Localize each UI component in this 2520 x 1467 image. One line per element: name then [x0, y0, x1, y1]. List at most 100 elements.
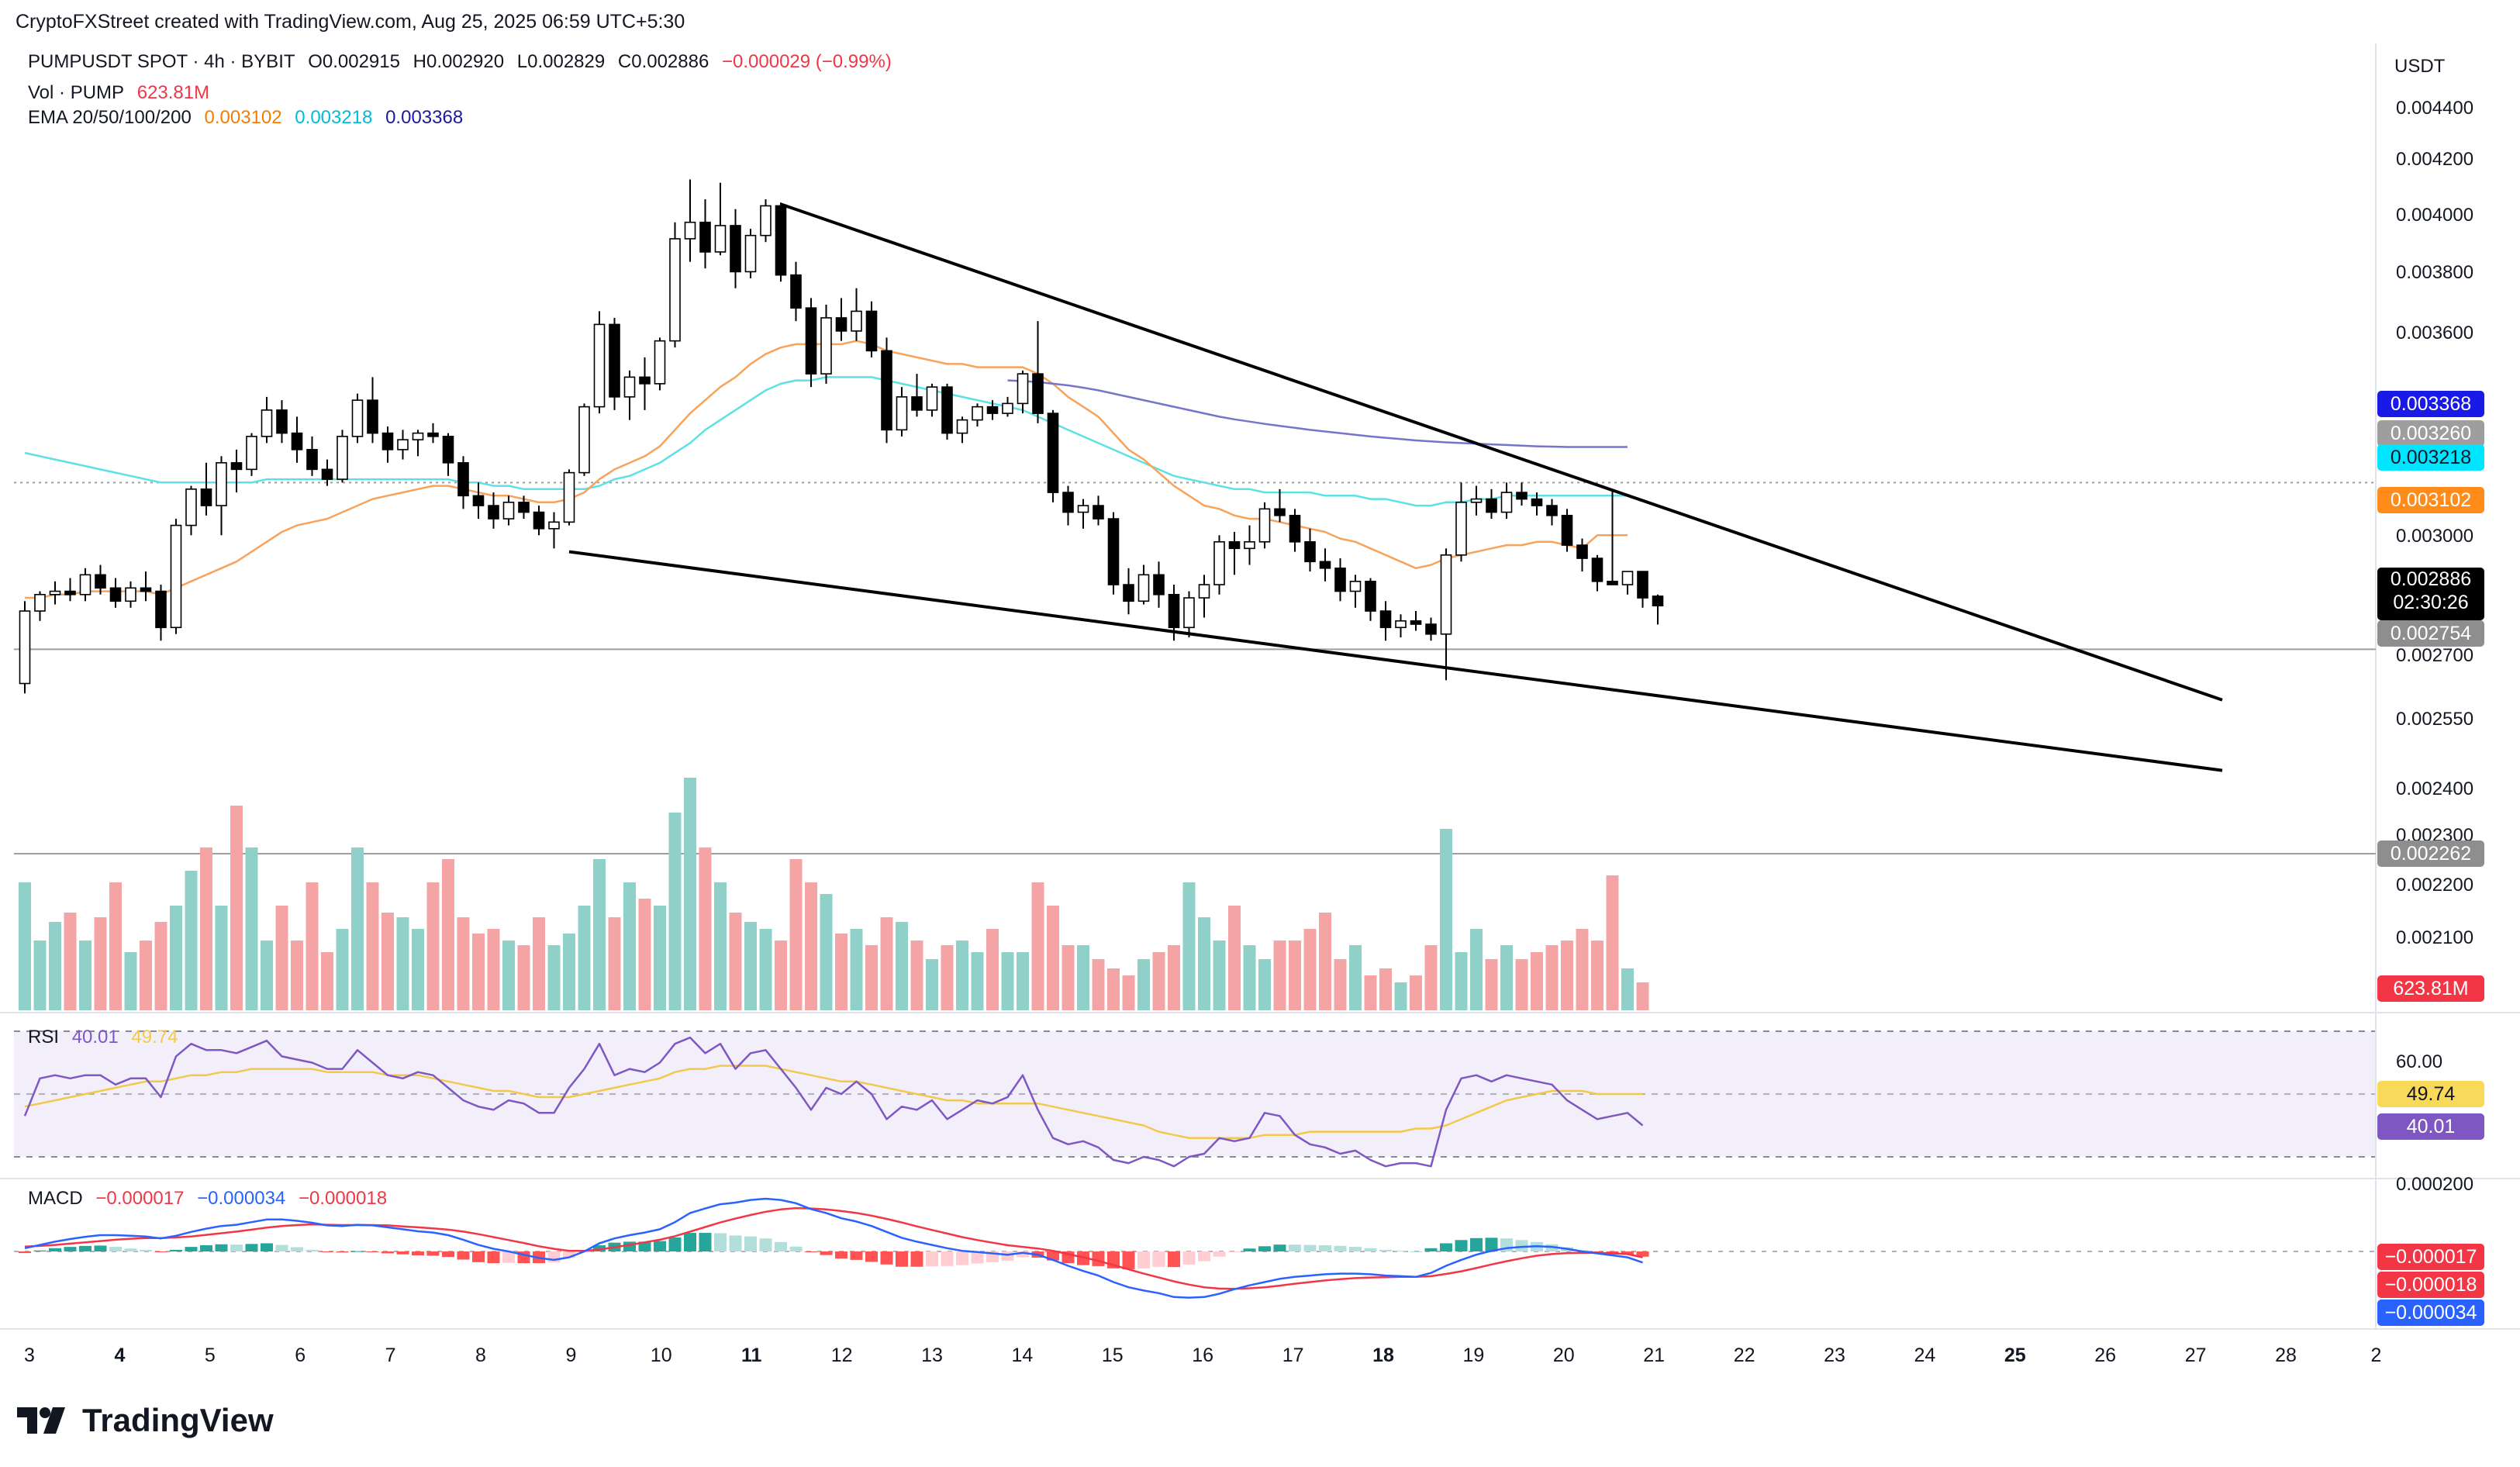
candle-up: [972, 406, 983, 421]
candle-up: [623, 376, 636, 398]
trendline-upper: [780, 202, 2223, 702]
macd-histogram-bar: [1349, 1247, 1362, 1251]
macd-histogram-bar: [1485, 1237, 1498, 1251]
candle-down: [775, 205, 787, 276]
volume-bar: [563, 934, 575, 1010]
candle-up: [760, 205, 772, 236]
candle-up: [34, 593, 46, 612]
volume-bar: [1017, 952, 1029, 1010]
volume-bar: [593, 859, 606, 1010]
candle-down: [109, 587, 122, 602]
volume-bar: [1062, 945, 1075, 1010]
macd-histogram-bar: [1228, 1251, 1241, 1252]
date-tick: 25: [2004, 1344, 2026, 1366]
candle-up: [19, 610, 31, 685]
candle-up: [654, 340, 666, 385]
candle-up: [548, 521, 560, 530]
date-tick: 12: [830, 1344, 853, 1366]
candle-down: [276, 409, 288, 434]
candle-down: [1334, 568, 1346, 592]
symbol-label[interactable]: PUMPUSDT SPOT · 4h · BYBIT: [28, 51, 295, 72]
macd-legend[interactable]: MACD −0.000017 −0.000034 −0.000018: [28, 1188, 395, 1210]
volume-bar: [805, 882, 817, 1010]
candle-up: [397, 439, 409, 450]
macd-histogram-bar: [1289, 1244, 1301, 1251]
date-tick: 14: [1011, 1344, 1034, 1366]
volume-bar: [699, 847, 712, 1010]
macd-histogram-bar: [956, 1251, 968, 1265]
candle-up: [1395, 620, 1407, 629]
rsi-ma-line: [24, 1065, 1643, 1139]
ema200-line: [1007, 379, 1628, 448]
price-tick: 0.004200: [2396, 149, 2474, 170]
candle-up: [79, 574, 91, 595]
macd-histogram-bar: [880, 1251, 893, 1265]
symbol-legend: PUMPUSDT SPOT · 4h · BYBIT O0.002915 H0.…: [28, 51, 899, 73]
price-tick: 0.002200: [2396, 875, 2474, 896]
volume-bar: [1319, 913, 1331, 1010]
macd-histogram-bar: [124, 1248, 137, 1251]
macd-histogram-bar: [926, 1251, 938, 1267]
macd-tick: 0.000200: [2396, 1174, 2474, 1195]
macd-histogram-bar: [1440, 1243, 1452, 1251]
volume-bar: [366, 882, 379, 1010]
rsi-line: [23, 1036, 1644, 1168]
candle-down: [805, 307, 817, 375]
macd-histogram-bar: [64, 1247, 77, 1251]
macd-histogram-bar: [1410, 1251, 1422, 1252]
last-price-value: 0.002886: [2390, 568, 2472, 590]
ohlc-low: L0.002829: [516, 51, 606, 72]
volume-bar: [1440, 829, 1452, 1010]
macd-histogram-bar: [775, 1241, 787, 1251]
volume-bar: [759, 929, 772, 1010]
candle-up: [714, 225, 727, 253]
volume-legend[interactable]: Vol · PUMP 623.81M: [28, 82, 217, 104]
candle-down: [1425, 623, 1437, 635]
volume-bar: [1228, 906, 1241, 1010]
candle-down: [1304, 541, 1316, 563]
macd-histogram-bar: [154, 1251, 167, 1252]
candle-down: [291, 432, 303, 450]
volume-bar: [986, 929, 999, 1010]
rsi-legend[interactable]: RSI 40.01 49.74: [28, 1027, 185, 1048]
rsi-lines: [23, 1036, 1644, 1168]
volume-bar: [215, 906, 228, 1010]
tradingview-logo[interactable]: TradingView: [17, 1402, 274, 1439]
volume-bar: [1455, 952, 1468, 1010]
macd-hist-tag: −0.000017: [2377, 1244, 2484, 1270]
macd-histogram-bar: [472, 1251, 485, 1262]
macd-histogram-bar: [275, 1244, 288, 1251]
candle-up: [956, 419, 968, 434]
macd-histogram-bar: [789, 1246, 803, 1251]
rsi-ma-tag: 49.74: [2377, 1081, 2484, 1107]
volume-bar: [1122, 975, 1135, 1010]
macd-histogram-bar: [457, 1251, 470, 1260]
price-axis-unit[interactable]: USDT: [2394, 56, 2446, 77]
macd-histogram-bar: [94, 1245, 107, 1251]
trendlines[interactable]: [568, 202, 2223, 772]
macd-histogram-bar: [1258, 1246, 1271, 1251]
volume-bar: [533, 917, 545, 1010]
last-price-tag: 0.002886 02:30:26: [2377, 568, 2484, 620]
candle-up: [1440, 554, 1452, 635]
macd-histogram-bar: [306, 1249, 319, 1251]
reference-high-tag: 0.003260: [2377, 420, 2484, 447]
candle-up: [593, 323, 606, 408]
volume-bar: [351, 847, 364, 1010]
date-tick: 22: [1733, 1344, 1755, 1366]
volume-bar: [1334, 959, 1347, 1010]
ohlc-close: C0.002886: [617, 51, 709, 72]
candle-down: [457, 462, 469, 497]
candle-down: [790, 274, 802, 309]
candle-down: [306, 449, 318, 471]
reference-lines: [14, 482, 2376, 854]
volume-bar: [668, 813, 682, 1010]
macd-histogram-bar: [1379, 1249, 1392, 1251]
macd-histogram-bar: [638, 1241, 651, 1251]
ema-legend[interactable]: EMA 20/50/100/200 0.003102 0.003218 0.00…: [28, 107, 471, 129]
candle-down: [1561, 515, 1573, 546]
candle-down: [1607, 581, 1618, 585]
date-tick: 26: [2094, 1344, 2117, 1366]
date-tick: 7: [385, 1344, 396, 1366]
